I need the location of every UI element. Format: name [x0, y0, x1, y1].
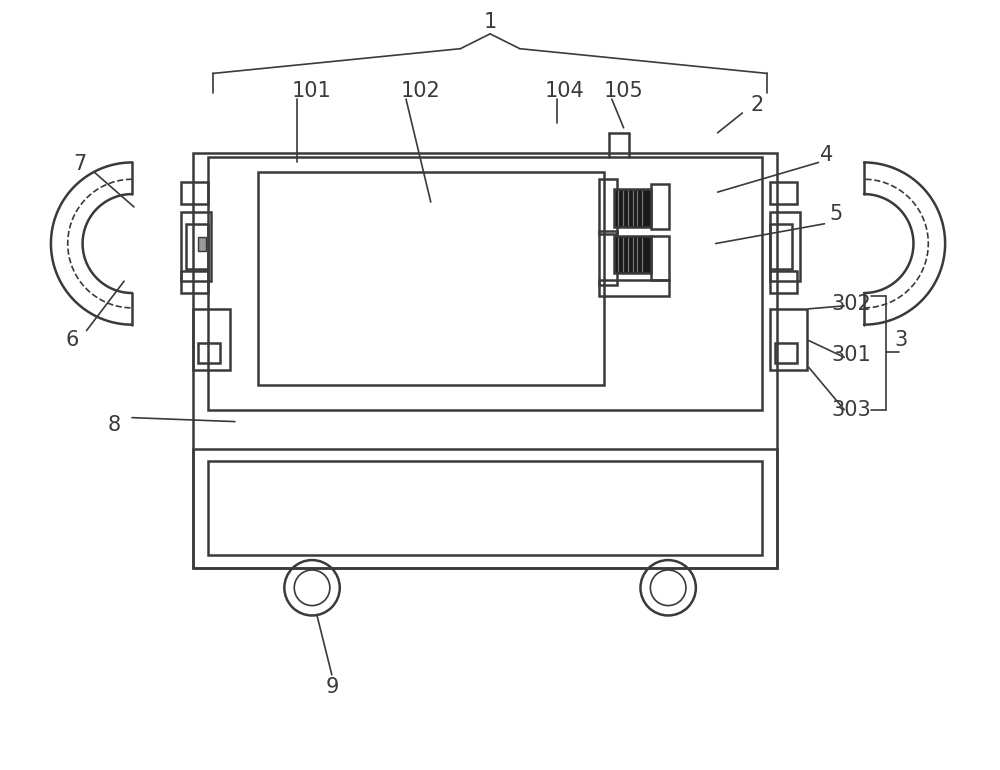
Text: 7: 7	[73, 155, 86, 175]
Bar	[186, 224, 208, 270]
Text: 3: 3	[894, 330, 907, 350]
Text: 302: 302	[831, 294, 871, 314]
Bar	[770, 309, 807, 370]
Bar	[193, 309, 230, 370]
Bar	[614, 189, 651, 226]
Text: 4: 4	[820, 145, 833, 165]
Bar	[198, 236, 206, 252]
Bar	[770, 224, 792, 270]
Bar	[181, 271, 208, 293]
Bar	[193, 450, 777, 568]
Bar	[770, 212, 800, 281]
Text: 301: 301	[831, 345, 871, 365]
Bar	[208, 461, 762, 555]
Bar	[181, 212, 211, 281]
Text: 1: 1	[483, 12, 497, 32]
Bar	[770, 271, 797, 293]
Text: 102: 102	[401, 81, 441, 101]
Text: 303: 303	[831, 400, 871, 420]
Text: 5: 5	[830, 204, 843, 224]
Bar	[258, 172, 604, 385]
Text: 8: 8	[108, 414, 121, 434]
Text: 9: 9	[325, 677, 339, 697]
Text: 101: 101	[292, 81, 332, 101]
Bar	[193, 152, 777, 568]
Bar	[614, 236, 651, 273]
Bar	[775, 343, 797, 363]
Bar	[651, 184, 669, 229]
Bar	[198, 343, 220, 363]
Text: 105: 105	[604, 81, 644, 101]
Text: 104: 104	[544, 81, 584, 101]
Bar	[599, 231, 617, 285]
Bar	[651, 236, 669, 280]
Bar	[770, 182, 797, 204]
Bar	[208, 158, 762, 410]
Text: 6: 6	[66, 330, 79, 350]
Bar	[181, 182, 208, 204]
Bar	[599, 179, 617, 233]
Bar	[599, 280, 669, 296]
Text: 2: 2	[751, 95, 764, 115]
